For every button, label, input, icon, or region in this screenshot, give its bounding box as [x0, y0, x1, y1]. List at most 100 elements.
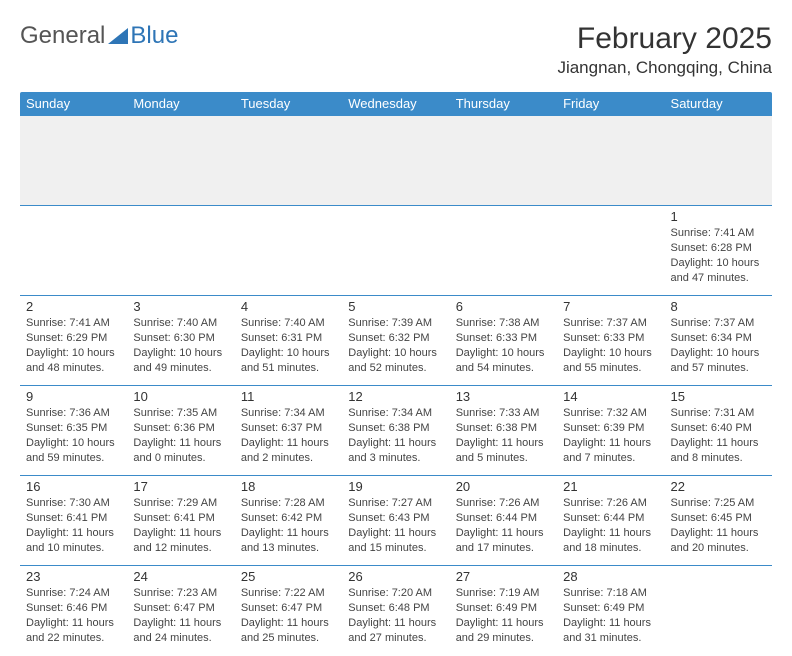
sunset-label: Sunset:: [241, 422, 281, 434]
day-details: Sunrise: 7:26 AMSunset: 6:44 PMDaylight:…: [456, 496, 551, 555]
sunrise-value: 7:18 AM: [607, 587, 647, 599]
day-details: Sunrise: 7:39 AMSunset: 6:32 PMDaylight:…: [348, 316, 443, 375]
sunrise-value: 7:25 AM: [714, 497, 754, 509]
sunrise-label: Sunrise:: [241, 317, 284, 329]
daylight-label: Daylight:: [241, 437, 287, 449]
title-block: February 2025 Jiangnan, Chongqing, China: [557, 22, 772, 78]
sunrise-value: 7:26 AM: [499, 497, 539, 509]
day-header: Saturday: [665, 92, 772, 116]
daylight-label: Daylight:: [133, 347, 179, 359]
sunrise-label: Sunrise:: [348, 317, 391, 329]
sunrise-value: 7:40 AM: [177, 317, 217, 329]
sunset-value: 6:31 PM: [281, 332, 322, 344]
day-number: 4: [241, 299, 336, 314]
day-number: 9: [26, 389, 121, 404]
calendar-day-cell: 10Sunrise: 7:35 AMSunset: 6:36 PMDayligh…: [127, 386, 234, 476]
sunrise-label: Sunrise:: [671, 227, 714, 239]
day-number: 6: [456, 299, 551, 314]
calendar-week-row: 2Sunrise: 7:41 AMSunset: 6:29 PMDaylight…: [20, 296, 772, 386]
day-number: 12: [348, 389, 443, 404]
calendar-day-cell: 8Sunrise: 7:37 AMSunset: 6:34 PMDaylight…: [665, 296, 772, 386]
calendar-day-cell: 7Sunrise: 7:37 AMSunset: 6:33 PMDaylight…: [557, 296, 664, 386]
spacer-cell: [235, 116, 342, 206]
calendar-day-cell: 6Sunrise: 7:38 AMSunset: 6:33 PMDaylight…: [450, 296, 557, 386]
daylight-label: Daylight:: [348, 347, 394, 359]
sunset-value: 6:42 PM: [281, 512, 322, 524]
calendar-empty-cell: [127, 206, 234, 296]
daylight-label: Daylight:: [133, 437, 179, 449]
brand-triangle-icon: [108, 28, 128, 44]
sunrise-label: Sunrise:: [26, 317, 69, 329]
day-details: Sunrise: 7:34 AMSunset: 6:38 PMDaylight:…: [348, 406, 443, 465]
calendar-day-cell: 13Sunrise: 7:33 AMSunset: 6:38 PMDayligh…: [450, 386, 557, 476]
calendar-day-cell: 15Sunrise: 7:31 AMSunset: 6:40 PMDayligh…: [665, 386, 772, 476]
calendar-day-cell: 3Sunrise: 7:40 AMSunset: 6:30 PMDaylight…: [127, 296, 234, 386]
day-number: 18: [241, 479, 336, 494]
daylight-label: Daylight:: [348, 527, 394, 539]
sunrise-value: 7:28 AM: [284, 497, 324, 509]
daylight-label: Daylight:: [133, 617, 179, 629]
calendar-day-cell: 22Sunrise: 7:25 AMSunset: 6:45 PMDayligh…: [665, 476, 772, 566]
sunset-value: 6:49 PM: [603, 602, 644, 614]
sunrise-label: Sunrise:: [671, 407, 714, 419]
day-number: 16: [26, 479, 121, 494]
day-header: Sunday: [20, 92, 127, 116]
calendar-day-cell: 27Sunrise: 7:19 AMSunset: 6:49 PMDayligh…: [450, 566, 557, 656]
sunrise-label: Sunrise:: [348, 497, 391, 509]
sunrise-label: Sunrise:: [563, 587, 606, 599]
day-details: Sunrise: 7:36 AMSunset: 6:35 PMDaylight:…: [26, 406, 121, 465]
calendar-day-cell: 23Sunrise: 7:24 AMSunset: 6:46 PMDayligh…: [20, 566, 127, 656]
day-number: 28: [563, 569, 658, 584]
sunrise-value: 7:35 AM: [177, 407, 217, 419]
sunrise-value: 7:23 AM: [177, 587, 217, 599]
sunrise-label: Sunrise:: [26, 587, 69, 599]
sunrise-value: 7:39 AM: [392, 317, 432, 329]
sunset-value: 6:49 PM: [496, 602, 537, 614]
day-number: 22: [671, 479, 766, 494]
day-details: Sunrise: 7:34 AMSunset: 6:37 PMDaylight:…: [241, 406, 336, 465]
day-number: 13: [456, 389, 551, 404]
sunset-value: 6:43 PM: [389, 512, 430, 524]
daylight-label: Daylight:: [241, 347, 287, 359]
sunset-label: Sunset:: [26, 512, 66, 524]
spacer-cell: [127, 116, 234, 206]
sunrise-label: Sunrise:: [133, 587, 176, 599]
month-title: February 2025: [557, 22, 772, 56]
sunset-value: 6:37 PM: [281, 422, 322, 434]
sunrise-label: Sunrise:: [456, 587, 499, 599]
sunrise-value: 7:41 AM: [714, 227, 754, 239]
sunrise-label: Sunrise:: [671, 497, 714, 509]
calendar-empty-cell: [235, 206, 342, 296]
daylight-label: Daylight:: [671, 437, 717, 449]
calendar-day-cell: 5Sunrise: 7:39 AMSunset: 6:32 PMDaylight…: [342, 296, 449, 386]
brand-general: General: [20, 22, 105, 50]
day-header: Wednesday: [342, 92, 449, 116]
calendar-day-cell: 11Sunrise: 7:34 AMSunset: 6:37 PMDayligh…: [235, 386, 342, 476]
day-number: 25: [241, 569, 336, 584]
sunset-value: 6:38 PM: [389, 422, 430, 434]
daylight-label: Daylight:: [133, 527, 179, 539]
day-details: Sunrise: 7:30 AMSunset: 6:41 PMDaylight:…: [26, 496, 121, 555]
sunset-label: Sunset:: [26, 422, 66, 434]
calendar-week-row: 1Sunrise: 7:41 AMSunset: 6:28 PMDaylight…: [20, 206, 772, 296]
daylight-label: Daylight:: [563, 617, 609, 629]
sunset-value: 6:47 PM: [281, 602, 322, 614]
daylight-label: Daylight:: [563, 437, 609, 449]
sunset-label: Sunset:: [133, 602, 173, 614]
sunrise-value: 7:27 AM: [392, 497, 432, 509]
sunrise-label: Sunrise:: [671, 317, 714, 329]
calendar-week-row: 16 Sunrise: 7:30 AMSunset: 6:41 PMDayligh…: [20, 476, 772, 566]
page-header: General Blue February 2025 Jiangnan, Cho…: [20, 22, 772, 78]
calendar-day-cell: 17Sunrise: 7:29 AMSunset: 6:41 PMDayligh…: [127, 476, 234, 566]
calendar-day-cell: 4Sunrise: 7:40 AMSunset: 6:31 PMDaylight…: [235, 296, 342, 386]
calendar-day-cell: 25Sunrise: 7:22 AMSunset: 6:47 PMDayligh…: [235, 566, 342, 656]
sunset-value: 6:28 PM: [711, 242, 752, 254]
sunset-label: Sunset:: [133, 422, 173, 434]
daylight-label: Daylight:: [26, 437, 72, 449]
sunset-value: 6:34 PM: [711, 332, 752, 344]
sunrise-label: Sunrise:: [456, 497, 499, 509]
sunrise-value: 7:34 AM: [284, 407, 324, 419]
day-header: Friday: [557, 92, 664, 116]
sunset-label: Sunset:: [456, 602, 496, 614]
day-header: Thursday: [450, 92, 557, 116]
